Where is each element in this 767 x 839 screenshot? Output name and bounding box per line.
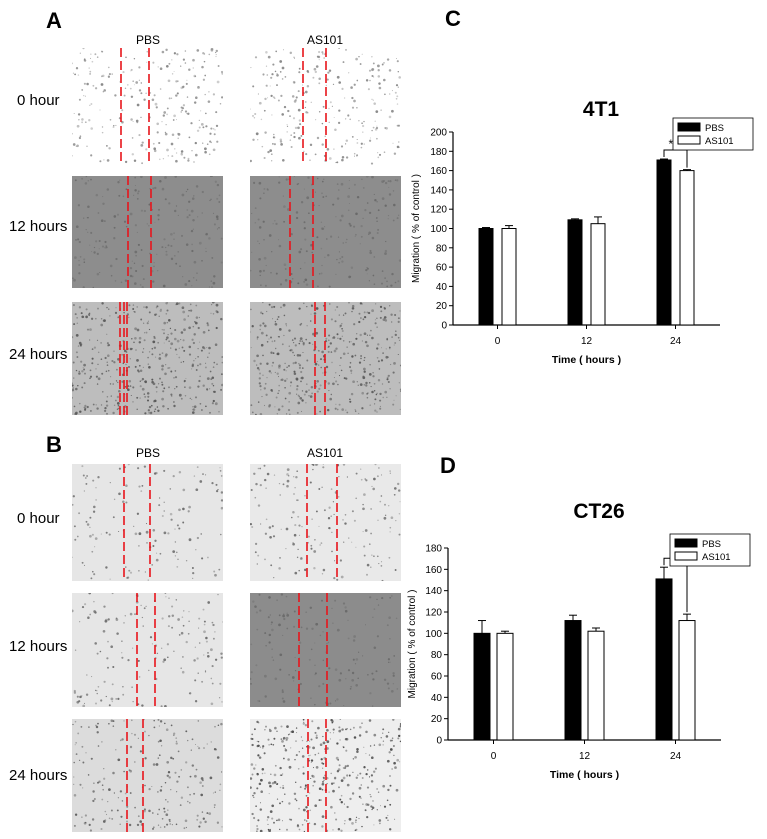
panel-b-row-0h: 0 hour <box>17 510 60 527</box>
micrograph-b-as101-0h <box>250 464 401 581</box>
legend-swatch-pbs <box>674 538 698 548</box>
bar-pbs <box>478 228 494 326</box>
micrograph-b-as101-12h <box>250 593 401 707</box>
bar-as101 <box>501 228 517 326</box>
y-tick-label: 0 <box>436 736 442 747</box>
y-tick-label: 20 <box>431 714 443 725</box>
x-tick-label: 12 <box>581 336 593 347</box>
y-tick-label: 80 <box>431 650 443 661</box>
y-tick-label: 200 <box>430 128 447 139</box>
y-tick-label: 100 <box>430 224 447 235</box>
panel-letter-a: A <box>46 8 62 33</box>
micrograph-background <box>72 48 223 165</box>
panel-a-row-12h: 12 hours <box>9 218 68 235</box>
legend-label-pbs: PBS <box>705 123 724 134</box>
micrograph-background <box>72 719 223 832</box>
micrograph-background <box>72 464 223 581</box>
panel-a-row-0h: 0 hour <box>17 92 60 109</box>
y-tick-label: 60 <box>431 672 443 683</box>
panel-letter-b: B <box>46 432 62 457</box>
x-axis-label: Time ( hours ) <box>550 769 619 781</box>
micrograph-a-as101-0h <box>250 48 401 165</box>
micrograph-b-pbs-12h <box>72 593 223 707</box>
micrograph-a-as101-24h <box>250 302 401 415</box>
micrograph-background <box>72 593 223 707</box>
panel-a-column-pbs: PBS <box>135 33 160 47</box>
bar-as101 <box>590 223 606 326</box>
micrograph-b-as101-24h <box>250 719 401 832</box>
y-tick-label: 80 <box>436 243 448 254</box>
legend-swatch-as101 <box>674 551 698 561</box>
micrograph-background <box>72 176 223 288</box>
micrograph-a-pbs-24h <box>72 302 223 415</box>
x-tick-label: 24 <box>670 336 682 347</box>
y-tick-label: 0 <box>441 321 447 332</box>
bar-pbs <box>655 578 673 741</box>
bar-pbs <box>564 620 582 741</box>
legend-label-as101: AS101 <box>702 552 731 563</box>
x-tick-label: 12 <box>579 751 591 762</box>
legend-label-pbs: PBS <box>702 539 721 550</box>
x-tick-label: 0 <box>491 751 497 762</box>
micrograph-background <box>250 176 401 288</box>
bar-as101 <box>679 170 695 326</box>
chart-4t1: 4T102040608010012014016018020001224***Ti… <box>405 82 765 382</box>
chart-ct26: CT2602040608010012014016018001224**Time … <box>403 490 765 790</box>
bar-pbs <box>567 219 583 326</box>
micrograph-a-pbs-0h <box>72 48 223 165</box>
micrograph-background <box>250 464 401 581</box>
panel-b-column-pbs: PBS <box>135 446 160 460</box>
panel-letter-d: D <box>440 453 456 478</box>
micrograph-a-as101-12h <box>250 176 401 288</box>
legend-label-as101: AS101 <box>705 136 734 147</box>
panel-a-column-as101: AS101 <box>306 33 344 47</box>
bar-as101 <box>678 620 696 741</box>
bar-pbs <box>473 632 491 741</box>
chart-4t1-svg: 4T102040608010012014016018020001224***Ti… <box>411 98 754 366</box>
micrograph-a-pbs-12h <box>72 176 223 288</box>
y-tick-label: 140 <box>425 586 442 597</box>
panel-letter-c: C <box>445 6 461 31</box>
y-tick-label: 140 <box>430 185 447 196</box>
panel-a-row-24h: 24 hours <box>9 346 68 363</box>
panel-b-column-as101: AS101 <box>306 446 344 460</box>
y-tick-label: 100 <box>425 629 442 640</box>
y-axis-label: Migration ( % of control ) <box>407 590 418 699</box>
y-tick-label: 60 <box>436 263 448 274</box>
chart-title: 4T1 <box>583 98 620 121</box>
panel-b-row-24h: 24 hours <box>9 767 68 784</box>
y-tick-label: 120 <box>425 608 442 619</box>
y-tick-label: 180 <box>430 147 447 158</box>
panel-b-row-12h: 12 hours <box>9 638 68 655</box>
micrograph-background <box>250 593 401 707</box>
chart-title: CT26 <box>573 500 624 523</box>
micrograph-b-pbs-24h <box>72 719 223 832</box>
micrograph-background <box>72 302 223 415</box>
y-tick-label: 40 <box>431 693 443 704</box>
legend-swatch-as101 <box>677 135 701 145</box>
legend-swatch-pbs <box>677 122 701 132</box>
bar-pbs <box>656 159 672 326</box>
y-tick-label: 160 <box>425 565 442 576</box>
micrograph-b-pbs-0h <box>72 464 223 581</box>
y-tick-label: 180 <box>425 544 442 555</box>
y-axis-label: Migration ( % of control ) <box>411 174 422 283</box>
x-axis-label: Time ( hours ) <box>552 354 621 366</box>
y-tick-label: 160 <box>430 166 447 177</box>
y-tick-label: 120 <box>430 205 447 216</box>
y-tick-label: 40 <box>436 282 448 293</box>
chart-ct26-svg: CT2602040608010012014016018001224**Time … <box>407 500 751 781</box>
x-tick-label: 0 <box>495 336 501 347</box>
y-tick-label: 20 <box>436 301 448 312</box>
bar-as101 <box>496 632 514 741</box>
x-tick-label: 24 <box>670 751 682 762</box>
bar-as101 <box>587 630 605 741</box>
